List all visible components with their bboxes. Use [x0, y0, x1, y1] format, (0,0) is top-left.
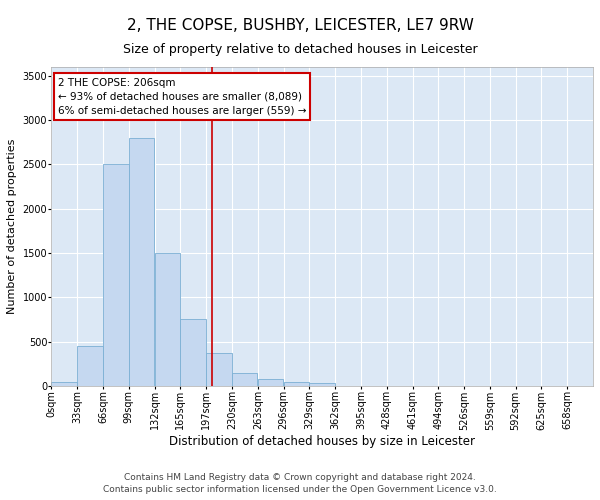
Bar — [103, 164, 128, 386]
Bar — [129, 138, 154, 386]
Text: Size of property relative to detached houses in Leicester: Size of property relative to detached ho… — [122, 42, 478, 56]
Bar — [155, 253, 180, 386]
Bar — [258, 379, 283, 386]
Bar — [310, 384, 335, 386]
Text: Contains public sector information licensed under the Open Government Licence v3: Contains public sector information licen… — [103, 485, 497, 494]
Bar — [284, 382, 309, 386]
Bar — [232, 372, 257, 386]
Bar — [77, 346, 103, 386]
Bar — [206, 352, 232, 386]
Text: 2, THE COPSE, BUSHBY, LEICESTER, LE7 9RW: 2, THE COPSE, BUSHBY, LEICESTER, LE7 9RW — [127, 18, 473, 32]
Text: Contains HM Land Registry data © Crown copyright and database right 2024.: Contains HM Land Registry data © Crown c… — [124, 472, 476, 482]
Text: 2 THE COPSE: 206sqm
← 93% of detached houses are smaller (8,089)
6% of semi-deta: 2 THE COPSE: 206sqm ← 93% of detached ho… — [58, 78, 306, 116]
Bar — [181, 320, 206, 386]
Bar — [52, 382, 77, 386]
X-axis label: Distribution of detached houses by size in Leicester: Distribution of detached houses by size … — [169, 435, 475, 448]
Y-axis label: Number of detached properties: Number of detached properties — [7, 139, 17, 314]
